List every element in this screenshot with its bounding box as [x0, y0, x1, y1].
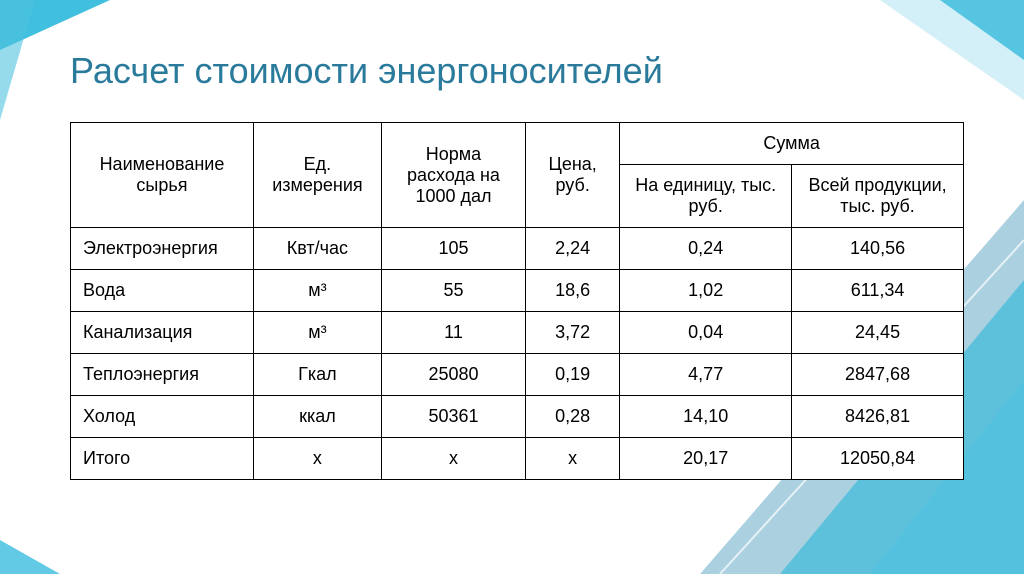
cell-unit: Гкал [253, 354, 381, 396]
page-title: Расчет стоимости энергоносителей [70, 50, 964, 92]
cell-per-unit: 0,04 [620, 312, 792, 354]
cell-total: 611,34 [792, 270, 964, 312]
cell-price: 0,19 [526, 354, 620, 396]
table-row: Вода м³ 55 18,6 1,02 611,34 [71, 270, 964, 312]
cell-name: Холод [71, 396, 254, 438]
cell-name: Вода [71, 270, 254, 312]
cell-per-unit: 0,24 [620, 228, 792, 270]
cell-norm: 25080 [381, 354, 525, 396]
cost-table: Наименование сырья Ед. измерения Норма р… [70, 122, 964, 480]
cell-per-unit: 20,17 [620, 438, 792, 480]
header-norm: Норма расхода на 1000 дал [381, 123, 525, 228]
cell-norm: х [381, 438, 525, 480]
header-price: Цена, руб. [526, 123, 620, 228]
table-row: Канализация м³ 11 3,72 0,04 24,45 [71, 312, 964, 354]
cell-price: 2,24 [526, 228, 620, 270]
cell-name: Теплоэнергия [71, 354, 254, 396]
cell-unit: Квт/час [253, 228, 381, 270]
cell-total: 8426,81 [792, 396, 964, 438]
table-body: Электроэнергия Квт/час 105 2,24 0,24 140… [71, 228, 964, 480]
cell-per-unit: 14,10 [620, 396, 792, 438]
cell-unit: х [253, 438, 381, 480]
cell-unit: ккал [253, 396, 381, 438]
table-row: Итого х х х 20,17 12050,84 [71, 438, 964, 480]
cell-norm: 11 [381, 312, 525, 354]
header-unit: Ед. измерения [253, 123, 381, 228]
header-sum: Сумма [620, 123, 964, 165]
header-per-unit: На единицу, тыс. руб. [620, 165, 792, 228]
cell-name: Электроэнергия [71, 228, 254, 270]
cell-price: 18,6 [526, 270, 620, 312]
cell-unit: м³ [253, 312, 381, 354]
cell-norm: 55 [381, 270, 525, 312]
cell-price: 3,72 [526, 312, 620, 354]
table-row: Холод ккал 50361 0,28 14,10 8426,81 [71, 396, 964, 438]
cell-per-unit: 4,77 [620, 354, 792, 396]
slide-content: Расчет стоимости энергоносителей Наимено… [0, 0, 1024, 520]
cell-unit: м³ [253, 270, 381, 312]
table-header-row-1: Наименование сырья Ед. измерения Норма р… [71, 123, 964, 165]
table-row: Электроэнергия Квт/час 105 2,24 0,24 140… [71, 228, 964, 270]
cell-norm: 105 [381, 228, 525, 270]
table-row: Теплоэнергия Гкал 25080 0,19 4,77 2847,6… [71, 354, 964, 396]
header-total: Всей продукции, тыс. руб. [792, 165, 964, 228]
cell-price: х [526, 438, 620, 480]
cell-total: 140,56 [792, 228, 964, 270]
cell-total: 12050,84 [792, 438, 964, 480]
cell-norm: 50361 [381, 396, 525, 438]
cell-name: Канализация [71, 312, 254, 354]
cell-total: 24,45 [792, 312, 964, 354]
cell-total: 2847,68 [792, 354, 964, 396]
cell-per-unit: 1,02 [620, 270, 792, 312]
header-name: Наименование сырья [71, 123, 254, 228]
cell-price: 0,28 [526, 396, 620, 438]
cell-name: Итого [71, 438, 254, 480]
